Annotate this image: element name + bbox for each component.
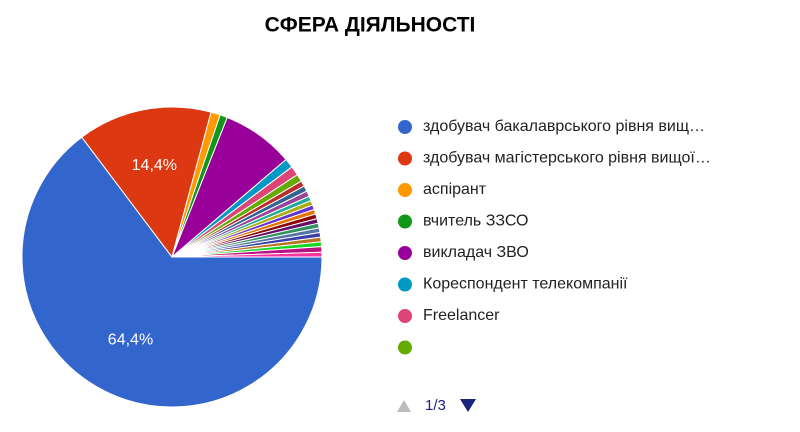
legend-label: вчитель ЗЗСО — [423, 213, 528, 230]
slice-label: 64,4% — [108, 331, 153, 348]
pager-prev[interactable] — [397, 400, 411, 412]
legend-swatch — [398, 277, 412, 292]
legend-swatch — [398, 120, 412, 134]
pie-slice — [81, 106, 212, 259]
legend-swatch — [398, 309, 412, 323]
legend-label: здобувач бакалаврського рівня вищ… — [423, 118, 705, 135]
legend-label: здобувач магістерського рівня вищої… — [423, 150, 711, 167]
legend-swatch — [398, 214, 412, 229]
legend-label: Freelancer — [423, 307, 500, 324]
pie-slice — [21, 136, 323, 408]
legend-label: викладач ЗВО — [423, 244, 529, 261]
chart-title: СФЕРА ДІЯЛЬНОСТІ — [265, 14, 476, 37]
legend-swatch — [398, 183, 412, 197]
legend-swatch — [398, 340, 412, 355]
legend-swatch — [398, 246, 412, 260]
slice-label: 14,4% — [132, 157, 177, 174]
pager-label: 1/3 — [425, 397, 446, 414]
legend-label: аспірант — [423, 181, 487, 198]
pie-slice — [171, 251, 323, 258]
pager-next[interactable] — [460, 399, 476, 412]
legend-swatch — [398, 151, 412, 166]
legend-label: Кореспондент телекомпанії — [423, 276, 628, 293]
